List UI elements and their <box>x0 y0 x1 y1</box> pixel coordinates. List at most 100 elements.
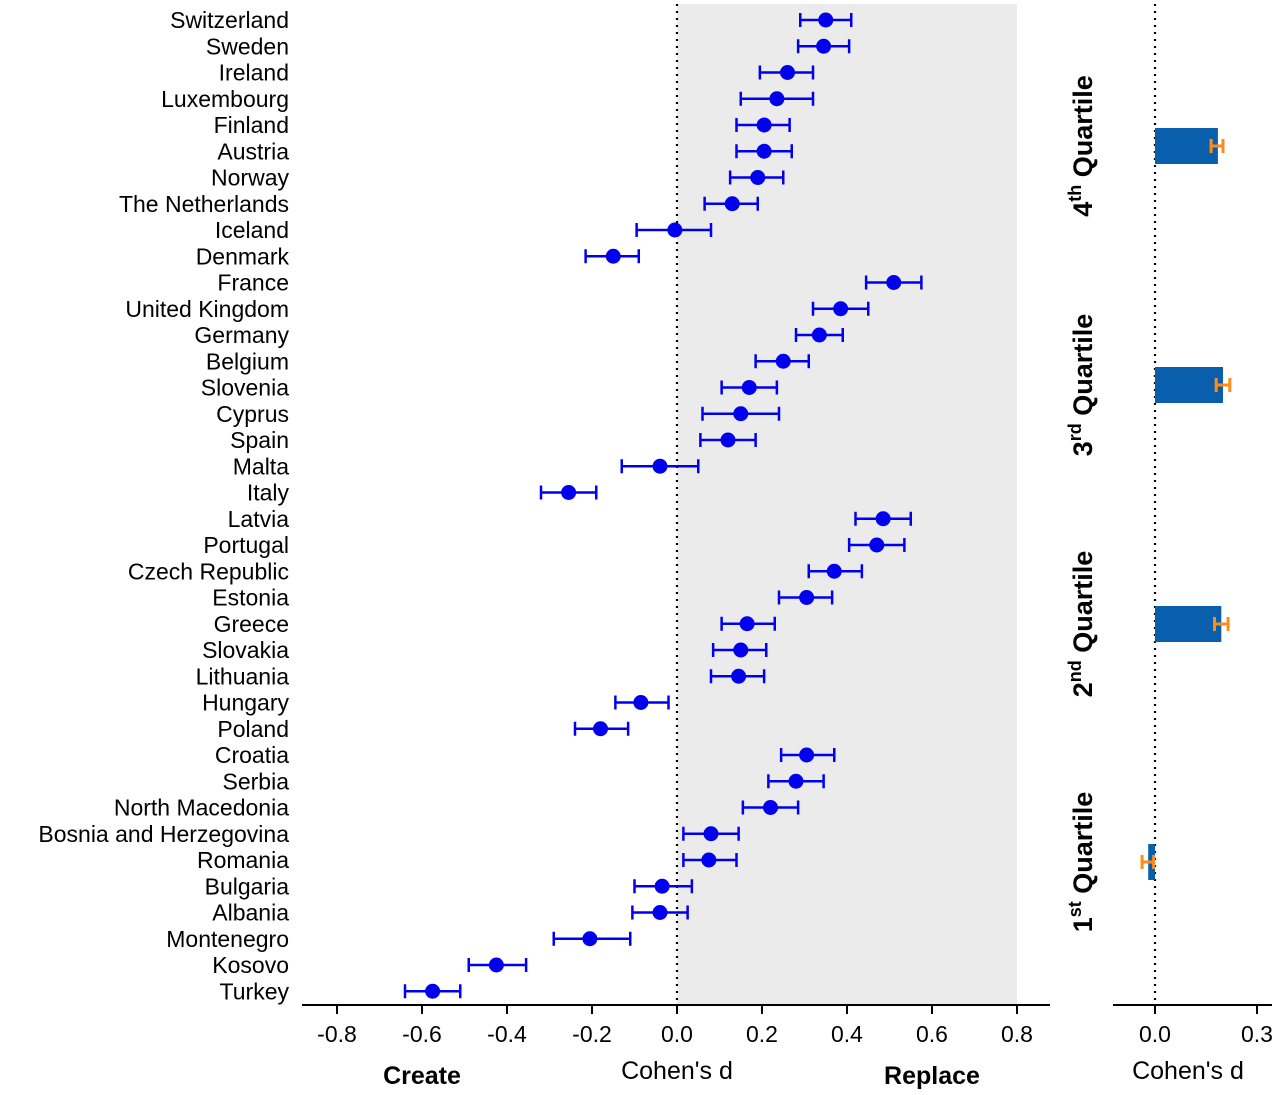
country-label: Belgium <box>206 348 289 374</box>
quartile-bar <box>1155 606 1222 642</box>
effect-point <box>763 800 778 815</box>
quartile-group-label: 4th Quartile <box>1065 75 1098 217</box>
effect-point <box>739 616 755 632</box>
country-label: North Macedonia <box>114 795 289 821</box>
country-label: United Kingdom <box>125 296 289 322</box>
x-tick-label: 0.4 <box>831 1021 863 1047</box>
country-label: Latvia <box>228 506 290 532</box>
effect-point <box>788 773 804 789</box>
effect-point <box>833 301 849 317</box>
x-tick-label: -0.8 <box>317 1021 357 1047</box>
effect-point <box>799 590 815 605</box>
country-label: Finland <box>214 112 289 138</box>
effect-point <box>769 91 785 107</box>
country-label: Romania <box>197 847 289 873</box>
effect-point <box>733 406 749 422</box>
country-label: Italy <box>247 480 290 506</box>
quartile-ordinal: 4 <box>1068 202 1098 217</box>
country-label: Ireland <box>219 60 289 86</box>
country-label: Bosnia and Herzegovina <box>38 821 289 847</box>
effect-point <box>633 695 649 710</box>
effect-point <box>724 196 740 212</box>
effect-point <box>811 327 827 343</box>
replace-shaded-region <box>677 4 1017 1005</box>
country-label: Portugal <box>203 532 289 558</box>
effect-point <box>701 852 717 868</box>
effect-point <box>652 905 668 920</box>
effect-point <box>703 826 719 842</box>
quartile-bar <box>1155 128 1218 164</box>
country-label: Norway <box>211 165 289 191</box>
quartile-bar-chart: 0.0 0.3 Cohen's d 4th Quartile 3rd Quartile 2… <box>1065 4 1273 1085</box>
quartile-x-axis-title: Cohen's d <box>1132 1057 1244 1085</box>
quartile-ordinal-suffix: rd <box>1065 423 1085 441</box>
country-forest-plot: -0.8 -0.6 -0.4 -0.2 0.0 0.2 0.4 0.6 0.8 Cohen's d… <box>38 4 1050 1090</box>
country-label: Poland <box>217 716 289 742</box>
country-label: Kosovo <box>212 952 289 978</box>
quartile-group-label: 2nd Quartile <box>1065 551 1098 698</box>
country-label: Germany <box>194 322 289 348</box>
country-label: Croatia <box>215 742 289 768</box>
effect-point <box>775 353 791 369</box>
effect-point <box>425 983 441 999</box>
effect-point <box>561 485 577 500</box>
effect-point <box>756 117 772 133</box>
quartile-x-tick-label: 0.0 <box>1139 1021 1171 1047</box>
effect-point <box>818 12 834 28</box>
quartile-ordinal: 1 <box>1068 917 1098 932</box>
x-tick-label: 0.6 <box>916 1021 948 1047</box>
country-label: Switzerland <box>170 7 289 33</box>
effect-point <box>593 721 608 737</box>
x-tick-label: 0.0 <box>661 1021 693 1047</box>
quartile-word: Quartile <box>1068 551 1098 661</box>
x-axis-title: Cohen's d <box>621 1057 733 1085</box>
effect-point <box>731 668 747 684</box>
country-label: Luxembourg <box>161 86 289 112</box>
country-label: Albania <box>212 900 289 926</box>
effect-point <box>886 275 902 290</box>
effect-point <box>654 878 670 894</box>
effect-point <box>652 458 668 474</box>
effect-point <box>582 931 598 947</box>
x-tick-label: -0.4 <box>487 1021 527 1047</box>
effect-point <box>799 747 815 763</box>
quartile-bar <box>1155 367 1223 403</box>
country-label: Turkey <box>220 978 290 1004</box>
effect-point <box>605 248 621 264</box>
create-label: Create <box>383 1062 461 1090</box>
country-label: Austria <box>217 138 289 164</box>
effect-point <box>780 65 795 80</box>
country-label: The Netherlands <box>119 191 289 217</box>
quartile-word: Quartile <box>1068 314 1098 424</box>
country-label: France <box>217 270 289 296</box>
country-label: Greece <box>214 611 289 637</box>
country-label: Montenegro <box>166 926 289 952</box>
country-label: Sweden <box>206 33 289 59</box>
effect-point <box>720 432 736 448</box>
quartile-group-label: 3rd Quartile <box>1065 314 1098 457</box>
effect-point <box>875 511 891 527</box>
country-label: Serbia <box>223 768 290 794</box>
effect-point <box>756 143 772 159</box>
country-label: Bulgaria <box>205 873 290 899</box>
effect-point <box>869 537 885 553</box>
x-tick-label: 0.8 <box>1001 1021 1033 1047</box>
replace-label: Replace <box>884 1062 980 1090</box>
country-label: Iceland <box>215 217 289 243</box>
quartile-ordinal: 2 <box>1068 682 1098 697</box>
country-label: Hungary <box>202 690 289 716</box>
country-label: Lithuania <box>196 663 290 689</box>
x-tick-label: 0.2 <box>746 1021 778 1047</box>
effect-point <box>488 957 504 973</box>
quartile-x-tick-label: 0.3 <box>1241 1021 1273 1047</box>
quartile-word: Quartile <box>1068 75 1098 185</box>
effect-point <box>750 170 766 185</box>
country-label: Cyprus <box>216 401 289 427</box>
country-label: Spain <box>230 427 289 453</box>
country-label: Estonia <box>212 585 289 611</box>
quartile-group-label: 1st Quartile <box>1065 792 1098 933</box>
x-tick-label: -0.2 <box>572 1021 612 1047</box>
effect-point <box>816 38 832 54</box>
country-label: Slovakia <box>202 637 289 663</box>
